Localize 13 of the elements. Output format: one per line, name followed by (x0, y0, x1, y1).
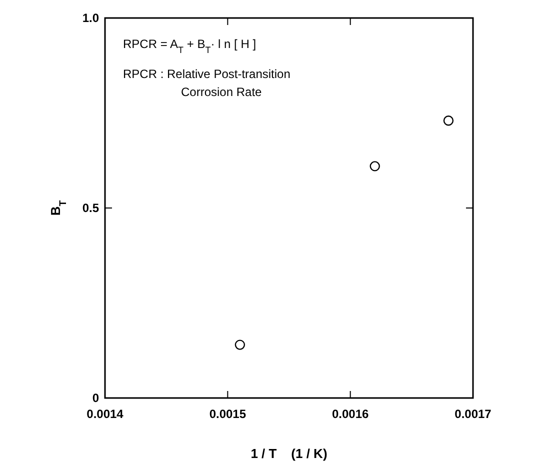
x-axis-title: 1 / T (1 / K) (250, 446, 328, 461)
point (234, 340, 246, 350)
annotation: RPCR : Relative Post-transition Corrosion Rate (123, 67, 290, 99)
y-tick-label: 0.5 (82, 201, 100, 215)
point (370, 161, 380, 172)
x-tick-label: 0.0016 (332, 407, 370, 421)
x-tick-label: 0.0017 (454, 407, 492, 421)
annotation: RPCR = A$_{T}$ + B$_{T}$· l n [ H ] (123, 37, 256, 55)
x-tick-label: 0.0014 (86, 407, 124, 421)
y-tick-label: 1.0 (82, 11, 100, 25)
point (443, 116, 454, 126)
y-tick-label: 0 (92, 391, 100, 405)
x-tick-label: 0.0015 (209, 407, 246, 421)
